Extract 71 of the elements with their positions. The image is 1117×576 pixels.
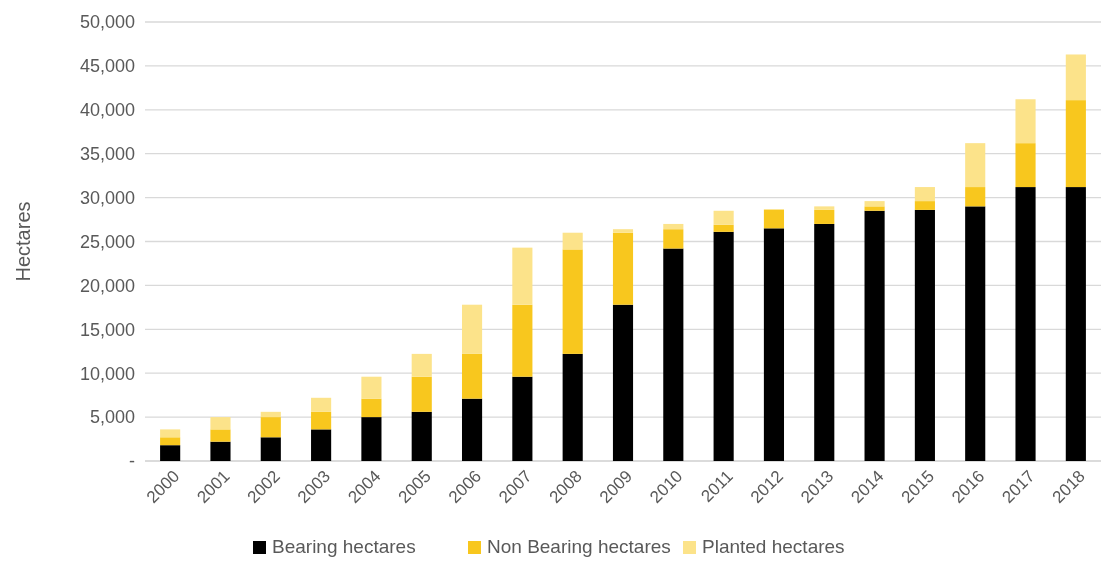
y-tick-label: 25,000 [79,231,135,252]
y-tick-label: 30,000 [79,187,135,208]
bar [914,209,935,461]
bar [763,228,785,461]
bar [1015,187,1036,461]
bar [1065,187,1086,461]
bar [512,247,533,305]
bar [713,224,734,232]
bar [210,417,231,430]
bar [461,398,483,461]
y-tick-label: 45,000 [79,56,135,77]
bar [864,210,885,461]
bar [411,376,432,412]
y-axis-title: Hectares [12,201,34,282]
bar [210,441,231,461]
bar [763,209,785,229]
bar [1015,99,1036,144]
bar [612,304,634,461]
y-tick-label: 15,000 [79,319,135,340]
bar [914,201,935,210]
bar [663,223,684,230]
bar [814,223,835,461]
bar [361,398,382,418]
bar [160,445,181,461]
legend-label: Planted hectares [702,536,845,557]
bar [210,429,231,442]
y-tick-label: 35,000 [79,144,135,164]
bar [612,229,634,233]
bar [612,232,634,305]
bar [260,417,281,438]
y-tick-label: 10,000 [79,363,135,384]
bar [361,376,382,399]
bar [1065,54,1086,101]
y-tick-label: 40,000 [79,100,135,121]
bar [512,304,533,377]
bar [814,206,835,210]
legend-label: Bearing hectares [272,536,416,557]
bar [965,187,986,207]
bar [461,353,483,399]
bar [311,411,332,430]
bar [965,143,986,188]
y-tick-label: 5,000 [89,407,135,428]
legend-label: Non Bearing hectares [487,536,671,557]
bar [411,353,432,377]
bar [411,411,432,461]
bar [713,231,734,461]
y-tick-label: - [129,451,135,472]
y-tick-label: 20,000 [79,275,135,296]
bar [814,209,835,224]
bar [562,232,583,250]
bar [562,249,583,354]
bar [260,437,281,461]
bar [663,248,684,461]
bar [713,210,734,225]
bar [1065,100,1086,188]
bar [461,304,483,354]
bar [864,201,885,207]
bar [361,417,382,461]
bar [311,397,332,412]
bar [260,411,281,418]
bar [1015,143,1036,188]
bar [864,206,885,211]
bar [512,376,533,461]
bar [160,437,181,446]
bar [965,206,986,461]
bar [663,229,684,249]
bar [914,187,935,202]
bar [160,429,181,438]
y-tick-label: 50,000 [79,12,135,33]
bar [562,353,583,461]
bar [311,429,332,461]
